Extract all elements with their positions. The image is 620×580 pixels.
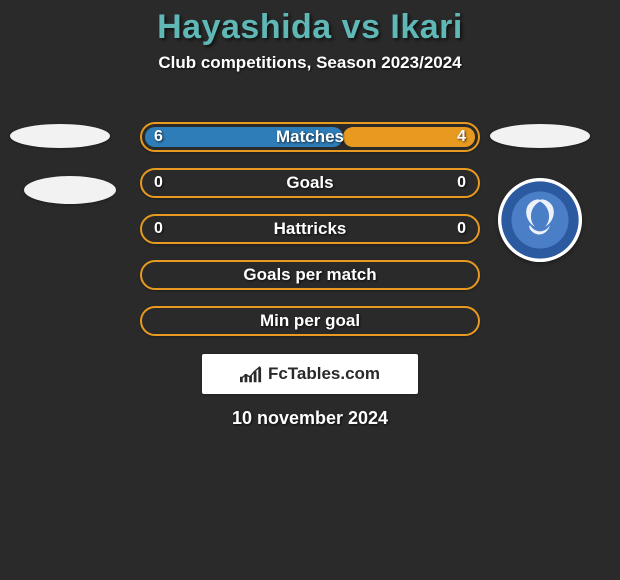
stat-row-label: Goals per match — [142, 262, 478, 288]
stat-row-label: Goals — [142, 170, 478, 196]
logo-text: FcTables.com — [268, 364, 380, 384]
page-title: Hayashida vs Ikari — [0, 0, 620, 47]
stat-row-right-value: 4 — [457, 124, 466, 150]
stat-row-left-value: 0 — [154, 170, 163, 196]
stat-row: Goals0 0 — [140, 168, 480, 198]
infographic-content: Hayashida vs Ikari Club competitions, Se… — [0, 0, 620, 580]
stat-row: Goals per match — [140, 260, 480, 290]
stat-row-label: Matches — [142, 124, 478, 150]
player-badge — [10, 124, 110, 148]
stat-row: Matches6 4 — [140, 122, 480, 152]
stat-row: Hattricks0 0 — [140, 214, 480, 244]
subtitle: Club competitions, Season 2023/2024 — [0, 53, 620, 73]
player-badge — [490, 124, 590, 148]
bar-chart-icon — [240, 365, 262, 383]
date-text: 10 november 2024 — [0, 408, 620, 429]
right-club-badge — [498, 178, 582, 262]
stat-row-right-value: 0 — [457, 170, 466, 196]
stat-row-label: Hattricks — [142, 216, 478, 242]
stat-row-label: Min per goal — [142, 308, 478, 334]
stat-row-right-value: 0 — [457, 216, 466, 242]
club-badge-svg — [498, 178, 582, 262]
stat-row: Min per goal — [140, 306, 480, 336]
stat-row-left-value: 0 — [154, 216, 163, 242]
comparison-rows: Matches64Goals00Hattricks00Goals per mat… — [140, 122, 480, 352]
fctables-logo-box: FcTables.com — [202, 354, 418, 394]
stat-row-left-value: 6 — [154, 124, 163, 150]
player-badge — [24, 176, 116, 204]
